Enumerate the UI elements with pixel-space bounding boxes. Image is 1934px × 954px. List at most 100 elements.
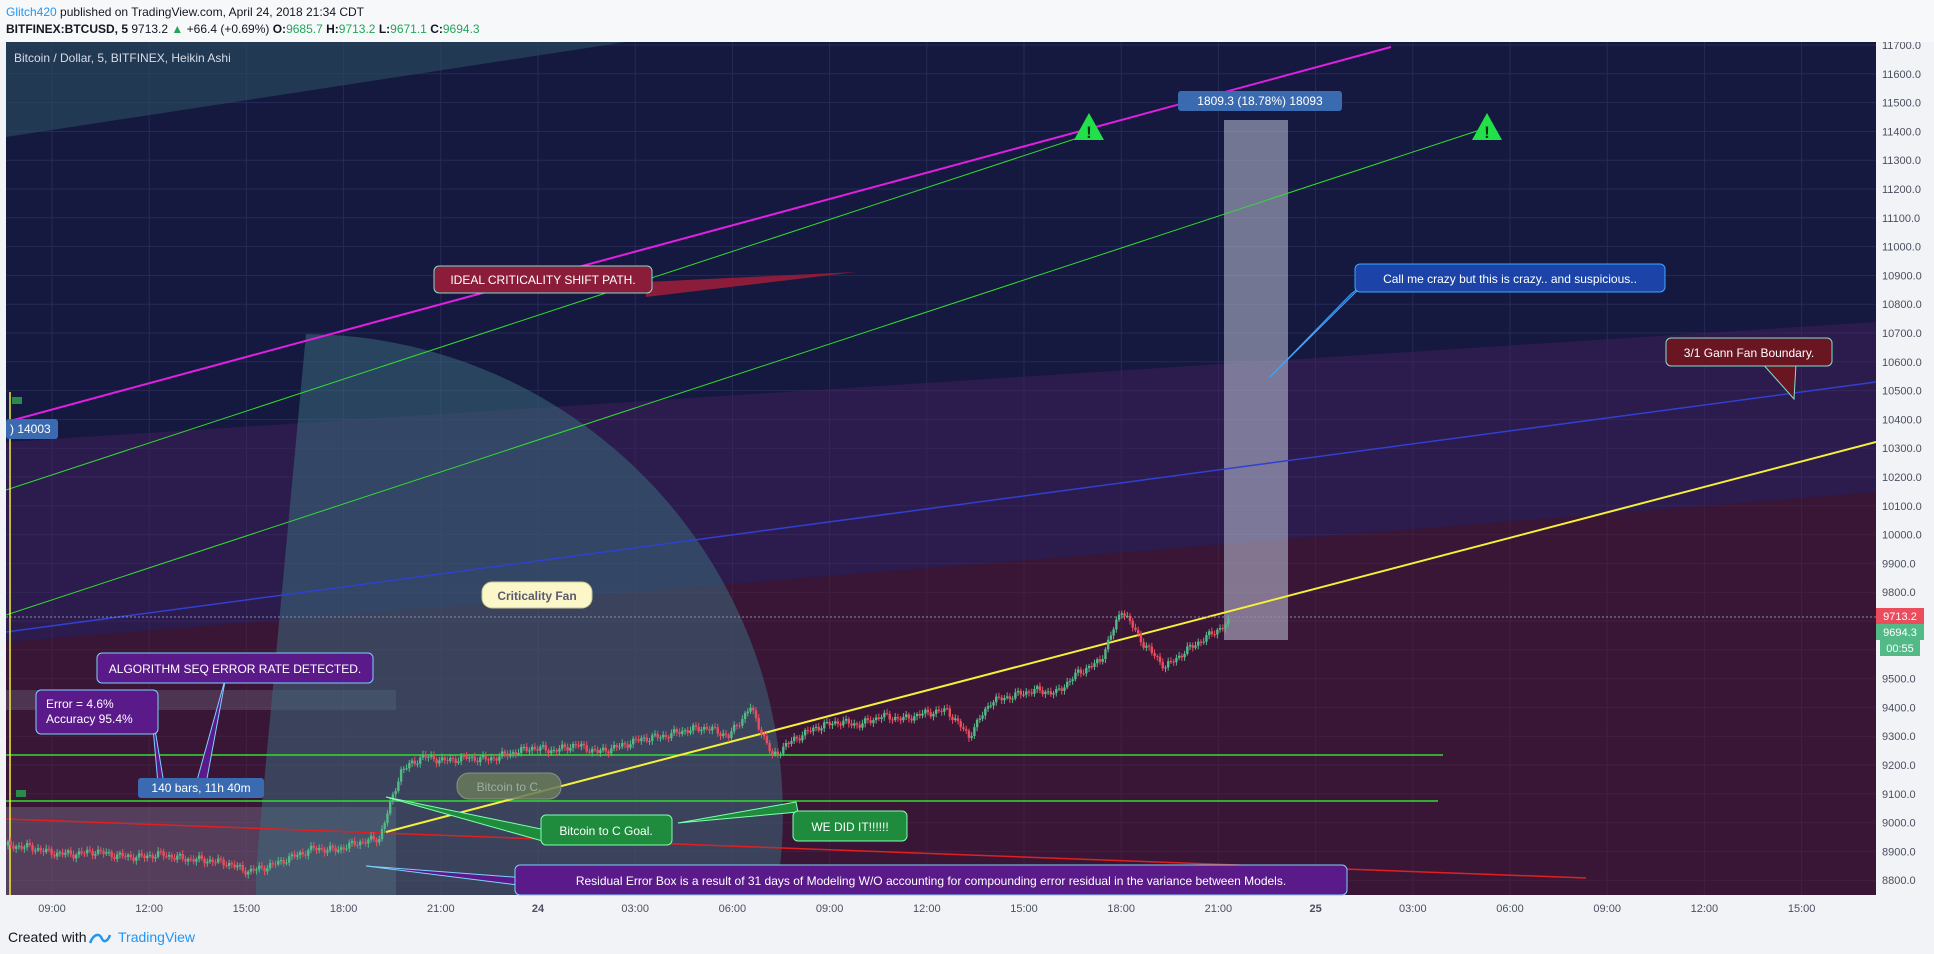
candle-body <box>173 857 176 860</box>
candle-body <box>929 712 932 717</box>
candle-body <box>268 863 272 869</box>
candle-body <box>1175 657 1178 663</box>
candle-body <box>64 852 67 855</box>
time-axis[interactable]: 09:00 12:00 15:00 18:00 21:00 24 03:00 06:00 09:… <box>38 903 1815 915</box>
criticality-fan-text: Criticality Fan <box>497 589 576 603</box>
candle-body <box>659 737 662 739</box>
warning-icon <box>1074 113 1104 140</box>
time-axis-background <box>6 895 1928 922</box>
measure-box <box>1224 120 1288 640</box>
candle-body <box>601 747 605 751</box>
candle-body <box>563 744 567 747</box>
candle-body <box>1191 645 1194 648</box>
candle-body <box>503 751 507 754</box>
warning-mark: ! <box>1086 123 1092 142</box>
candle-body <box>230 862 234 865</box>
candle-body <box>1216 629 1219 635</box>
candle-body <box>465 755 468 759</box>
candle-body <box>1188 645 1192 647</box>
candle-body <box>820 728 823 731</box>
candle-body <box>948 708 952 717</box>
time-tick-label: 09:00 <box>38 903 66 915</box>
candle-body <box>1011 698 1014 700</box>
criticality-fan-bubble <box>481 581 593 609</box>
chart-area[interactable]: ! ! Bitcoin / Dollar, 5, BITFINEX, Heiki… <box>6 40 1928 922</box>
price-axis[interactable]: 11700.0 11600.0 11500.0 11400.0 11300.0 11200… <box>1882 40 1922 887</box>
candle-body <box>844 718 848 721</box>
candle-body <box>539 746 542 751</box>
candle-body <box>1005 696 1009 698</box>
candle-body <box>115 854 119 859</box>
candle-body <box>934 709 938 714</box>
candle-body <box>1066 681 1069 688</box>
candle-body <box>842 720 845 726</box>
candle-body <box>263 867 266 872</box>
candle-body <box>1057 688 1061 690</box>
candle-body <box>312 845 315 849</box>
candle-body <box>1016 690 1020 693</box>
candle-body <box>217 858 220 863</box>
time-tick-label: 15:00 <box>1010 903 1038 915</box>
bitcoin-c-text: Bitcoin to C. <box>477 780 542 794</box>
candle-body <box>588 751 591 753</box>
candle-body <box>681 730 684 735</box>
candle-body <box>678 732 681 735</box>
candle-body <box>1022 694 1025 696</box>
candle-body <box>186 858 190 862</box>
candle-body <box>793 736 796 742</box>
candle-body <box>500 751 504 757</box>
candle-body <box>779 753 782 755</box>
candle-body <box>126 854 130 857</box>
tradingview-logo-icon[interactable] <box>88 931 112 945</box>
price-tick-label: 8900.0 <box>1882 846 1916 858</box>
candle-body <box>1227 618 1230 625</box>
author-link[interactable]: Glitch420 <box>6 5 57 19</box>
residual-text: Residual Error Box is a result of 31 day… <box>576 874 1286 888</box>
price-tick-label: 10900.0 <box>1882 270 1922 282</box>
candle-body <box>514 752 517 755</box>
price-tick-label: 11100.0 <box>1882 213 1920 225</box>
candle-body <box>623 743 627 745</box>
candle-body <box>689 730 692 733</box>
candle-body <box>839 723 842 726</box>
candle-body <box>443 757 446 761</box>
candle-body <box>36 848 40 851</box>
time-tick-label: 24 <box>532 903 545 915</box>
price-tick-label: 10200.0 <box>1882 472 1922 484</box>
candle-body <box>55 852 59 857</box>
candle-body <box>296 855 299 857</box>
candle-body <box>337 849 340 852</box>
candle-body <box>348 842 351 849</box>
candle-body <box>962 727 965 730</box>
price-chart[interactable]: ! ! Bitcoin / Dollar, 5, BITFINEX, Heiki… <box>6 40 1928 922</box>
price-tick-label: 11700.0 <box>1882 42 1921 52</box>
candle-body <box>498 756 501 761</box>
candle-body <box>995 696 998 703</box>
candle-body <box>607 751 610 754</box>
chart-header: Glitch420 published on TradingView.com, … <box>0 0 1934 42</box>
candle-body <box>468 757 471 759</box>
gann-text: 3/1 Gann Fan Boundary. <box>1684 346 1815 360</box>
candle-body <box>1025 691 1028 695</box>
candle-body <box>481 755 485 758</box>
candle-body <box>440 757 444 761</box>
candle-body <box>408 763 411 769</box>
candle-body <box>331 845 335 848</box>
candle-body <box>1147 645 1151 647</box>
candle-body <box>446 760 449 762</box>
candle-body <box>915 713 919 717</box>
candle-body <box>648 740 651 742</box>
candle-body <box>225 865 228 867</box>
candle-body <box>642 737 646 739</box>
candle-body <box>686 730 689 733</box>
candle-body <box>831 723 834 726</box>
candle-body <box>69 850 72 855</box>
candle-body <box>1117 614 1121 620</box>
candle-body <box>738 725 741 727</box>
timer-badge <box>1880 640 1920 656</box>
tradingview-link[interactable]: TradingView <box>118 929 196 945</box>
candle-body <box>1104 649 1107 660</box>
candle-body <box>454 758 457 763</box>
candle-body <box>855 723 859 725</box>
candle-body <box>667 736 670 739</box>
